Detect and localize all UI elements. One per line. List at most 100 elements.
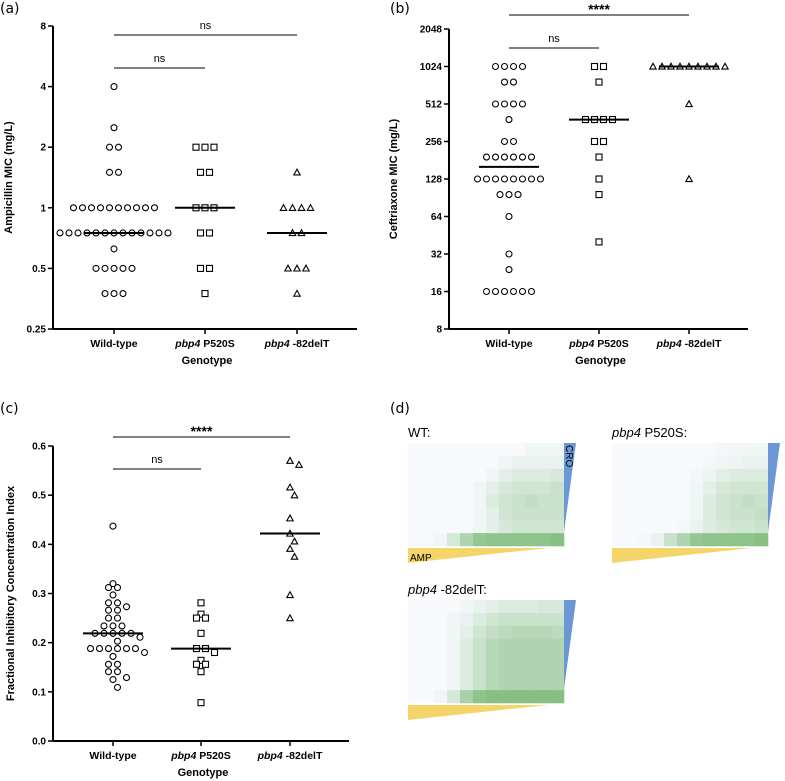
heatmap-cell	[703, 507, 717, 521]
data-point-circle	[536, 175, 545, 183]
heatmap-cell	[703, 533, 717, 547]
data-point-circle	[518, 100, 527, 108]
data-point-circle	[104, 645, 113, 653]
heatmap-cell	[551, 507, 565, 521]
heatmap-cell	[638, 533, 652, 547]
y-tick-label: 512	[425, 100, 442, 111]
data-point-circle	[100, 622, 108, 630]
heatmap-cell	[716, 468, 730, 482]
heatmap-cell	[473, 443, 487, 457]
heatmap-cell	[408, 494, 422, 508]
x-tick-label: pbp4 -82delT	[656, 338, 722, 350]
heatmap-cell	[447, 455, 461, 470]
heatmap-cell	[625, 533, 639, 547]
data-point-circle	[113, 645, 122, 653]
data-point-circle	[122, 603, 131, 611]
heatmap-cell	[486, 481, 500, 495]
heatmap-cell	[742, 533, 756, 547]
x-tick-label: pbp4 P520S	[170, 750, 231, 762]
data-point-circle	[110, 290, 118, 298]
heatmap-cell	[551, 468, 565, 482]
heatmap-cell	[447, 443, 461, 457]
heatmap-cell	[625, 468, 639, 482]
data-point-circle	[101, 264, 109, 272]
significance-label: ****	[588, 1, 610, 17]
data-point-circle	[113, 606, 122, 614]
heatmap-cell	[716, 494, 730, 508]
heatmap-cell	[473, 625, 487, 639]
heatmap-cell	[447, 507, 461, 521]
heatmap-cell	[625, 443, 639, 457]
x-axis-title: Genotype	[575, 355, 626, 367]
data-point-triangle	[285, 513, 295, 522]
heatmap-cell	[421, 690, 435, 704]
heatmap-cell	[512, 533, 526, 547]
heatmap-cell	[677, 481, 691, 495]
data-point-circle	[491, 100, 500, 108]
data-point-circle	[104, 584, 113, 592]
heatmap-cell	[460, 520, 474, 534]
heatmap-cell	[729, 494, 743, 508]
heatmap-cell	[664, 468, 678, 482]
y-tick-label: 0.2	[32, 638, 46, 649]
heatmap-cell	[408, 533, 422, 547]
heatmap-cell	[638, 507, 652, 521]
data-point-circle	[140, 648, 149, 657]
heatmap-cell	[499, 612, 513, 627]
heatmap-cell	[447, 468, 461, 482]
data-point-circle	[518, 175, 527, 183]
heatmap-cell	[512, 507, 526, 521]
heatmap-cell	[486, 507, 500, 521]
data-point-circle	[92, 264, 100, 272]
y-tick-label: 0.5	[32, 491, 46, 502]
y-tick-label: 0.5	[32, 264, 46, 275]
heatmap-cell	[421, 494, 435, 508]
data-point-circle	[114, 143, 123, 151]
heatmap-cell	[551, 481, 565, 495]
heatmap-cell	[486, 690, 500, 704]
data-point-circle	[482, 153, 491, 161]
heatmap-cell	[447, 600, 461, 614]
data-point-square	[201, 614, 210, 622]
data-point-circle	[500, 287, 509, 296]
x-tick-label-rest: P520S	[196, 750, 230, 762]
heatmap-cell	[525, 651, 539, 665]
panel-label-d: (d)	[390, 401, 410, 417]
data-point-circle	[131, 645, 140, 653]
heatmap-cell	[690, 520, 704, 534]
heatmap-cell	[447, 625, 461, 639]
heatmap-cell	[551, 455, 565, 470]
x-tick-label-italic: pbp4	[264, 338, 290, 350]
heatmap-cell	[460, 690, 474, 704]
heatmap-cell	[729, 455, 743, 470]
data-point-circle	[146, 229, 154, 237]
heatmap-cell	[538, 533, 552, 547]
heatmap-cell	[499, 638, 513, 652]
y-tick-label: 128	[425, 175, 442, 186]
heatmap-cell	[447, 690, 461, 704]
heatmap-cell	[677, 520, 691, 534]
data-point-circle	[505, 116, 513, 124]
data-point-circle	[518, 62, 527, 71]
heatmap-cell	[460, 455, 474, 470]
data-point-circle	[109, 580, 117, 588]
x-tick-label: Wild-type	[89, 750, 136, 762]
heatmap-cell	[525, 638, 539, 652]
data-point-square	[197, 610, 205, 618]
heatmap-cell	[512, 600, 526, 614]
y-axis-title: Fractional Inhibitory Concentration Inde…	[5, 485, 17, 701]
x-tick-label: pbp4 P520S	[174, 338, 235, 350]
heatmap-cell	[408, 468, 422, 482]
heatmap-cell	[447, 651, 461, 665]
data-point-circle	[496, 191, 504, 199]
heatmap-cell	[742, 507, 756, 521]
data-point-circle	[164, 229, 172, 237]
data-point-circle	[113, 660, 122, 668]
data-point-square	[595, 175, 603, 183]
heatmap-cell	[538, 443, 552, 457]
heatmap-cell	[729, 520, 743, 534]
heatmap-cell	[499, 600, 513, 614]
data-point-circle	[96, 204, 105, 212]
data-point-square	[197, 599, 205, 607]
heatmap-cell	[434, 494, 448, 508]
